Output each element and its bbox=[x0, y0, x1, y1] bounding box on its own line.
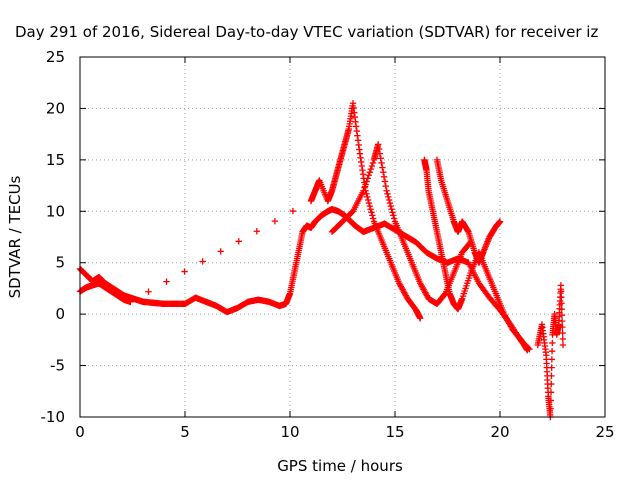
data-point-series-1 bbox=[363, 190, 370, 197]
data-point-series-5 bbox=[547, 389, 555, 396]
data-point-series-2 bbox=[380, 173, 388, 181]
data-point-series-1 bbox=[364, 196, 372, 204]
data-point-series-5 bbox=[547, 397, 555, 404]
data-point-series-2 bbox=[385, 196, 393, 204]
x-tick-labels: 0 5 10 15 20 25 bbox=[75, 423, 614, 441]
data-point-series-1 bbox=[289, 207, 297, 215]
data-point-series-2 bbox=[383, 187, 390, 194]
data-point-series-2 bbox=[390, 215, 398, 222]
y-tick-label: -10 bbox=[41, 408, 66, 426]
data-point-series-1 bbox=[199, 258, 206, 265]
axis-ticks bbox=[79, 56, 606, 418]
data-point-series-2 bbox=[368, 162, 376, 170]
data-point-series-2 bbox=[366, 169, 373, 176]
y-tick-label: 10 bbox=[46, 202, 65, 220]
x-tick-label: 5 bbox=[180, 423, 190, 441]
data-point-series-5 bbox=[548, 364, 555, 371]
data-point-series-2 bbox=[375, 141, 382, 148]
data-point-series-2 bbox=[361, 184, 368, 191]
data-point-series-1 bbox=[368, 209, 375, 216]
x-tick-label: 15 bbox=[385, 423, 404, 441]
data-point-series-5 bbox=[558, 300, 565, 307]
chart-title: Day 291 of 2016, Sidereal Day-to-day VTE… bbox=[15, 23, 598, 41]
y-tick-label: -5 bbox=[50, 357, 65, 375]
data-point-series-5 bbox=[558, 311, 566, 319]
x-axis-label: GPS time / hours bbox=[277, 457, 403, 475]
x-tick-label: 0 bbox=[75, 423, 85, 441]
y-tick-label: 15 bbox=[46, 151, 65, 169]
data-point-series-1 bbox=[367, 206, 374, 213]
data-point-series-5 bbox=[548, 347, 556, 355]
data-point-series-2 bbox=[385, 193, 392, 201]
data-point-series-2 bbox=[375, 145, 383, 153]
data-point-series-5 bbox=[558, 317, 566, 325]
data-point-series-3 bbox=[524, 346, 531, 354]
y-axis-label: SDTVAR / TECUs bbox=[6, 175, 24, 298]
data-point-series-5 bbox=[547, 405, 554, 412]
data-point-series-2 bbox=[384, 190, 391, 197]
data-point-series-1 bbox=[163, 278, 170, 285]
data-point-series-5 bbox=[548, 380, 555, 388]
data-point-series-5 bbox=[548, 372, 555, 380]
data-point-series-2 bbox=[360, 187, 367, 194]
data-point-series-5 bbox=[559, 341, 567, 349]
data-point-series-2 bbox=[365, 172, 372, 179]
data-point-series-2 bbox=[387, 202, 394, 210]
data-point-series-2 bbox=[382, 182, 389, 190]
data-point-series-1 bbox=[417, 315, 424, 322]
data-point-series-1 bbox=[127, 298, 134, 305]
data-point-series-5 bbox=[558, 294, 565, 301]
data-point-series-1 bbox=[369, 212, 376, 219]
data-point-series-1 bbox=[365, 199, 373, 207]
data-point-series-5 bbox=[559, 329, 566, 337]
data-point-series-1 bbox=[145, 288, 152, 295]
data-point-series-1 bbox=[271, 217, 279, 225]
data-point-series-1 bbox=[253, 228, 261, 235]
data-point-series-5 bbox=[557, 282, 565, 289]
data-points bbox=[76, 100, 567, 421]
x-tick-label: 20 bbox=[490, 423, 509, 441]
data-point-series-5 bbox=[549, 339, 556, 347]
data-point-series-2 bbox=[377, 155, 384, 162]
data-point-series-2 bbox=[363, 178, 370, 185]
y-tick-label: 20 bbox=[46, 99, 65, 117]
y-tick-label: 25 bbox=[46, 48, 65, 66]
data-point-series-5 bbox=[559, 323, 566, 331]
data-point-series-2 bbox=[389, 209, 396, 216]
data-point-series-2 bbox=[380, 169, 387, 176]
data-point-series-1 bbox=[217, 248, 224, 255]
data-point-series-2 bbox=[376, 150, 384, 157]
data-point-series-2 bbox=[364, 175, 371, 182]
data-point-series-5 bbox=[557, 288, 565, 295]
data-point-series-2 bbox=[388, 206, 395, 213]
data-point-series-5 bbox=[558, 306, 565, 313]
data-point-series-2 bbox=[390, 212, 397, 219]
data-point-series-1 bbox=[364, 193, 371, 201]
data-point-series-2 bbox=[362, 181, 369, 188]
data-point-series-2 bbox=[379, 164, 386, 171]
data-point-series-2 bbox=[369, 159, 377, 167]
data-point-series-5 bbox=[548, 356, 556, 363]
data-point-series-2 bbox=[386, 199, 394, 207]
plot-frame bbox=[79, 56, 606, 418]
grid-lines bbox=[80, 57, 605, 417]
data-point-series-1 bbox=[369, 215, 377, 222]
y-tick-labels: 25 20 15 10 5 0 -5 -10 bbox=[41, 48, 66, 426]
data-point-series-1 bbox=[366, 202, 373, 210]
x-tick-label: 10 bbox=[280, 423, 299, 441]
data-point-series-5 bbox=[559, 335, 566, 343]
x-tick-label: 25 bbox=[595, 423, 614, 441]
data-point-series-4 bbox=[496, 218, 504, 225]
data-point-series-2 bbox=[378, 159, 385, 167]
y-tick-label: 0 bbox=[55, 305, 65, 323]
y-tick-label: 5 bbox=[55, 254, 65, 272]
data-point-series-2 bbox=[381, 178, 389, 185]
data-point-series-2 bbox=[367, 165, 375, 173]
data-point-series-1 bbox=[181, 268, 188, 275]
data-point-series-1 bbox=[235, 238, 242, 245]
